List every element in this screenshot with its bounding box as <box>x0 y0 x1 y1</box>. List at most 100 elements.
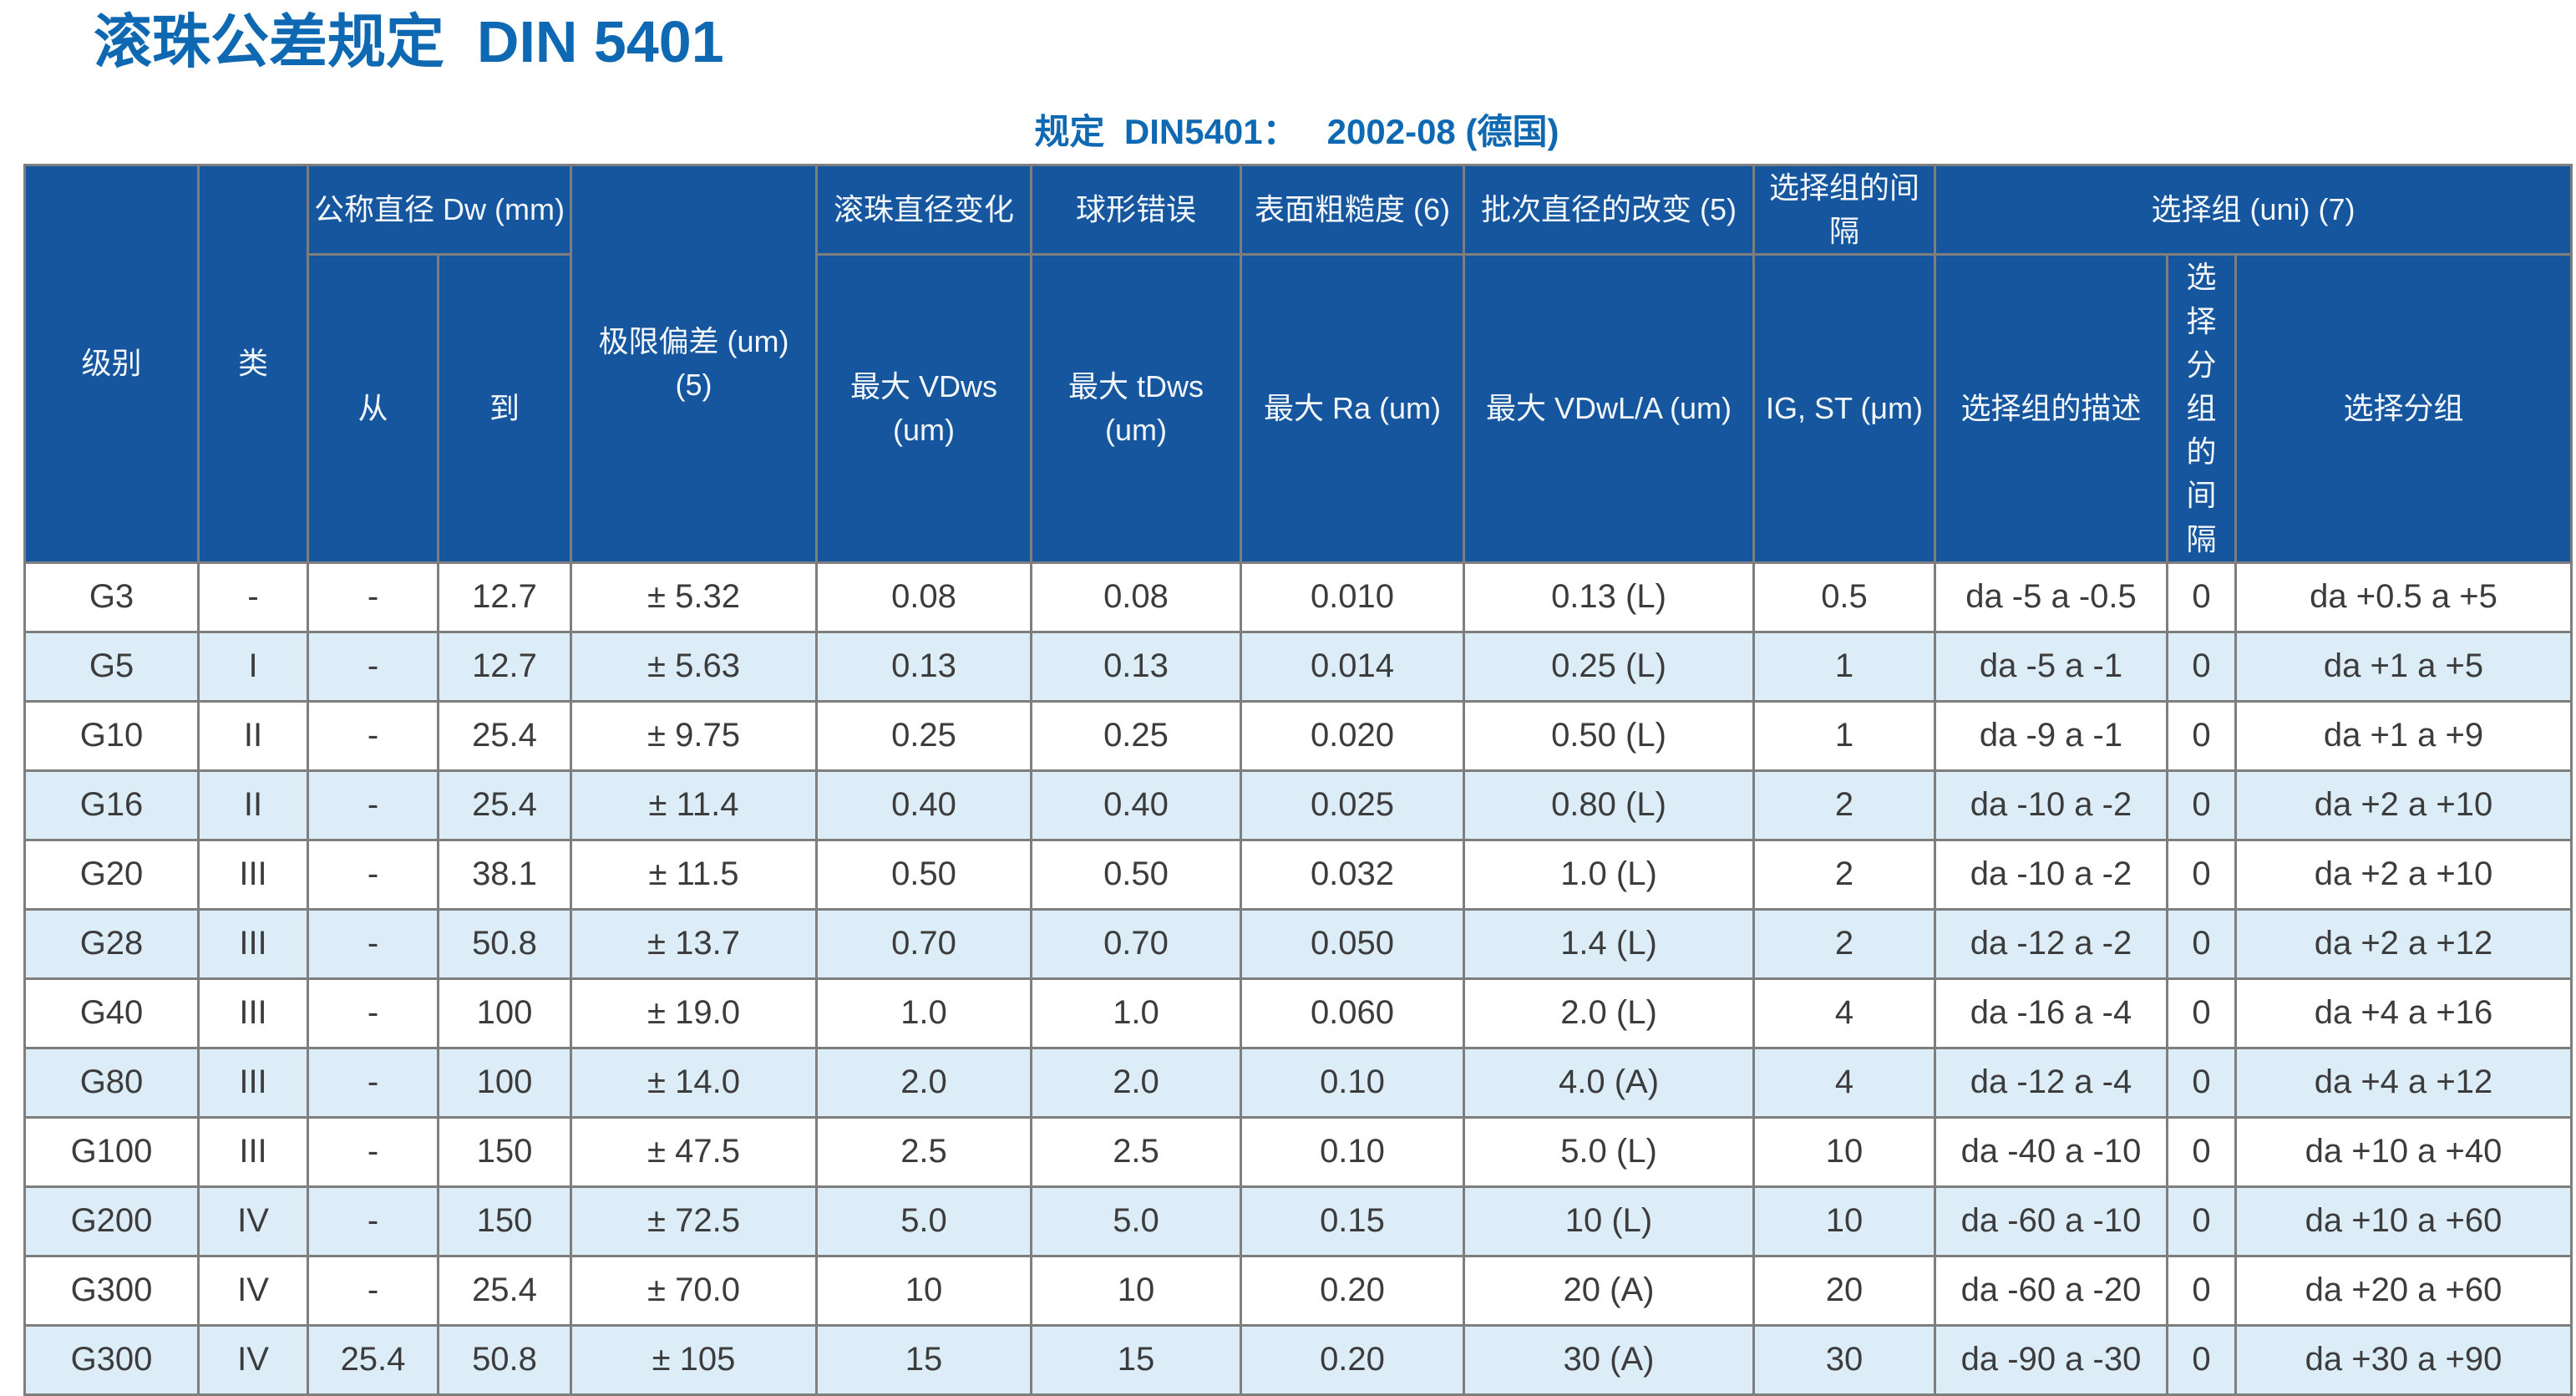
cell-class: II <box>197 699 309 772</box>
cell-dia-from: - <box>307 630 439 703</box>
header-ig-st: IG, ST (μm) <box>1752 253 1936 564</box>
header-from: 从 <box>307 253 439 564</box>
header-spherical-error: 球形错误 <box>1030 163 1242 256</box>
cell-limit-deviation: ± 5.32 <box>570 561 818 633</box>
cell-limit-deviation: ± 13.7 <box>570 907 818 980</box>
cell-subgroup-range: da +10 a +60 <box>2234 1185 2573 1257</box>
header-class: 类 <box>197 164 309 564</box>
cell-max-tdws: 0.40 <box>1030 769 1242 841</box>
cell-max-vdws: 0.40 <box>815 769 1032 841</box>
table-row: G3- -12.7 ± 5.32 0.08 0.08 0.010 0.13 (L) 0.5 da… <box>23 561 2573 633</box>
header-selection-group-interval: 选择组的间隔 <box>1752 163 1936 256</box>
cell-subgroup-range: da +0.5 a +5 <box>2234 561 2573 633</box>
cell-grade: G5 <box>23 630 200 703</box>
cell-group-description: da -12 a -2 <box>1934 907 2168 980</box>
cell-max-vdws: 15 <box>815 1323 1032 1396</box>
cell-dia-from: - <box>307 977 439 1049</box>
cell-ig-st: 4 <box>1752 1046 1936 1119</box>
cell-group-description: da -90 a -30 <box>1934 1323 2168 1396</box>
header-selection-group-description: 选择组的描述 <box>1934 253 2168 564</box>
cell-limit-deviation: ± 70.0 <box>570 1254 818 1327</box>
cell-max-ra: 0.15 <box>1240 1185 1465 1257</box>
cell-group-description: da -10 a -2 <box>1934 769 2168 841</box>
cell-dia-to: 100 <box>437 977 572 1049</box>
cell-dia-to: 25.4 <box>437 699 572 772</box>
cell-group-description: da -5 a -0.5 <box>1934 561 2168 633</box>
cell-ig-st: 10 <box>1752 1185 1936 1257</box>
cell-max-tdws: 15 <box>1030 1323 1242 1396</box>
cell-class: IV <box>197 1254 309 1327</box>
cell-group-description: da -12 a -4 <box>1934 1046 2168 1119</box>
page-title: 滚珠公差规定 DIN 5401 <box>94 9 724 74</box>
cell-ig-st: 2 <box>1752 907 1936 980</box>
cell-dia-to: 25.4 <box>437 1254 572 1327</box>
cell-grade: G300 <box>23 1254 200 1327</box>
cell-max-vdwl-a: 2.0 (L) <box>1463 977 1755 1049</box>
cell-max-ra: 0.20 <box>1240 1323 1465 1396</box>
cell-limit-deviation: ± 47.5 <box>570 1115 818 1188</box>
spec-subtitle: 规定 DIN5401： 2002-08 (德国) <box>1034 112 1559 151</box>
header-max-tdws: 最大 tDws (um) <box>1030 253 1242 564</box>
cell-max-tdws: 0.13 <box>1030 630 1242 703</box>
cell-subgroup-interval: 0 <box>2166 769 2237 841</box>
cell-limit-deviation: ± 11.5 <box>570 838 818 911</box>
cell-subgroup-interval: 0 <box>2166 977 2237 1049</box>
cell-grade: G16 <box>23 769 200 841</box>
cell-subgroup-range: da +2 a +10 <box>2234 838 2573 911</box>
cell-max-vdwl-a: 10 (L) <box>1463 1185 1755 1257</box>
cell-class: IV <box>197 1323 309 1396</box>
table-row: G100 III -150 ± 47.5 2.5 2.5 0.10 5.0 (L) 10 da -… <box>23 1115 2573 1188</box>
header-max-vdws: 最大 VDws (um) <box>815 253 1032 564</box>
cell-dia-from: - <box>307 907 439 980</box>
cell-max-tdws: 5.0 <box>1030 1185 1242 1257</box>
cell-ig-st: 1 <box>1752 630 1936 703</box>
header-surface-roughness: 表面粗糙度 (6) <box>1240 163 1465 256</box>
cell-subgroup-interval: 0 <box>2166 838 2237 911</box>
cell-class: II <box>197 769 309 841</box>
table-row: G5 I -12.7 ± 5.63 0.13 0.13 0.014 0.25 (L) 1 da -… <box>23 630 2573 703</box>
cell-max-ra: 0.014 <box>1240 630 1465 703</box>
cell-subgroup-interval: 0 <box>2166 1323 2237 1396</box>
cell-max-tdws: 1.0 <box>1030 977 1242 1049</box>
cell-dia-to: 25.4 <box>437 769 572 841</box>
cell-subgroup-range: da +1 a +9 <box>2234 699 2573 772</box>
cell-subgroup-interval: 0 <box>2166 1185 2237 1257</box>
din5401-tolerance-table: 级别 类 公称直径 Dw (mm) 极限偏差 (um) (5) 滚珠直径变化 球… <box>23 163 2573 1396</box>
cell-dia-to: 50.8 <box>437 907 572 980</box>
cell-group-description: da -10 a -2 <box>1934 838 2168 911</box>
cell-dia-to: 150 <box>437 1115 572 1188</box>
table-body: G3- -12.7 ± 5.32 0.08 0.08 0.010 0.13 (L) 0.5 da… <box>23 561 2573 1396</box>
cell-max-vdwl-a: 5.0 (L) <box>1463 1115 1755 1188</box>
header-limit-deviation: 极限偏差 (um) (5) <box>570 164 818 564</box>
cell-max-vdws: 0.50 <box>815 838 1032 911</box>
cell-limit-deviation: ± 5.63 <box>570 630 818 703</box>
cell-limit-deviation: ± 9.75 <box>570 699 818 772</box>
cell-max-vdwl-a: 30 (A) <box>1463 1323 1755 1396</box>
cell-max-tdws: 0.70 <box>1030 907 1242 980</box>
cell-grade: G80 <box>23 1046 200 1119</box>
cell-limit-deviation: ± 105 <box>570 1323 818 1396</box>
cell-max-tdws: 10 <box>1030 1254 1242 1327</box>
cell-dia-from: - <box>307 561 439 633</box>
table-row: G10 II -25.4 ± 9.75 0.25 0.25 0.020 0.50 (L) 1 da… <box>23 699 2573 772</box>
cell-max-ra: 0.010 <box>1240 561 1465 633</box>
cell-subgroup-interval: 0 <box>2166 1115 2237 1188</box>
cell-max-vdwl-a: 0.80 (L) <box>1463 769 1755 841</box>
cell-subgroup-range: da +10 a +40 <box>2234 1115 2573 1188</box>
cell-max-ra: 0.032 <box>1240 838 1465 911</box>
cell-max-vdws: 0.08 <box>815 561 1032 633</box>
cell-grade: G28 <box>23 907 200 980</box>
cell-subgroup-range: da +1 a +5 <box>2234 630 2573 703</box>
cell-group-description: da -5 a -1 <box>1934 630 2168 703</box>
cell-max-tdws: 0.50 <box>1030 838 1242 911</box>
cell-max-ra: 0.10 <box>1240 1046 1465 1119</box>
cell-subgroup-range: da +20 a +60 <box>2234 1254 2573 1327</box>
table-row: G300 IV 25.4 50.8 ± 105 15 15 0.20 30 (A) 30 da -9… <box>23 1323 2573 1396</box>
header-max-ra: 最大 Ra (um) <box>1240 253 1465 564</box>
cell-class: III <box>197 838 309 911</box>
cell-max-vdwl-a: 0.13 (L) <box>1463 561 1755 633</box>
cell-max-vdws: 5.0 <box>815 1185 1032 1257</box>
cell-max-ra: 0.20 <box>1240 1254 1465 1327</box>
cell-dia-from: - <box>307 1115 439 1188</box>
header-selection-subgroup: 选择分组 <box>2234 253 2573 564</box>
